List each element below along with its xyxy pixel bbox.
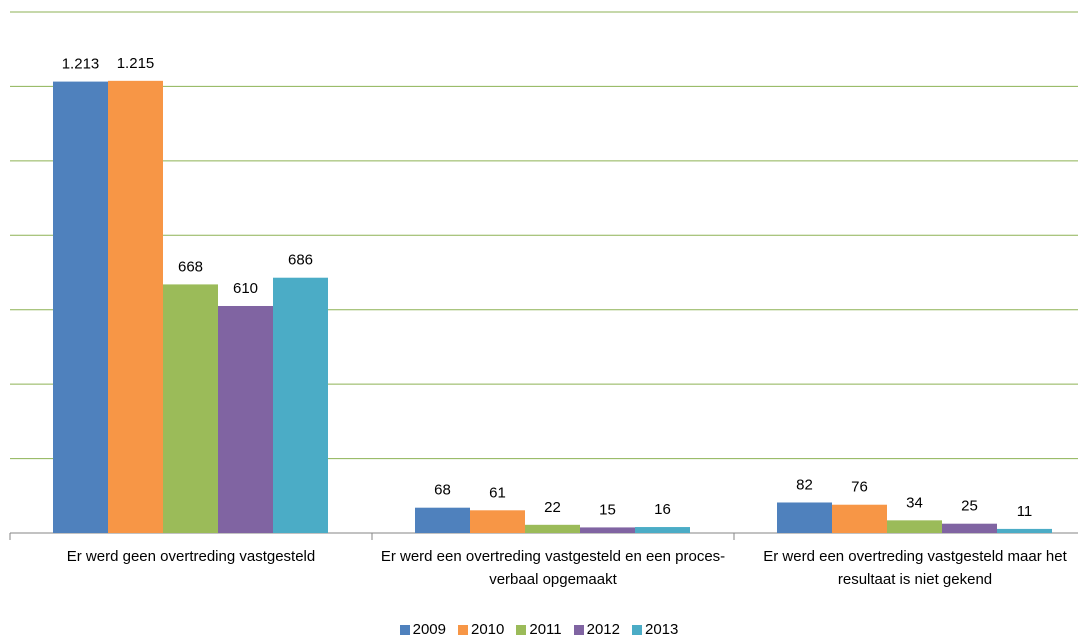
bar [53, 81, 108, 534]
bar [218, 305, 273, 533]
bar [997, 528, 1052, 533]
legend-swatch [516, 624, 527, 635]
bar [470, 510, 525, 533]
legend-swatch [457, 624, 468, 635]
data-label: 15 [599, 501, 616, 518]
data-label: 61 [489, 484, 506, 501]
x-tick-label: Er werd een overtreding vastgesteld maar… [763, 548, 1067, 588]
legend: 2009 2010 2011 2012 2013 [0, 621, 1078, 638]
bar [832, 504, 887, 533]
legend-label: 2012 [586, 621, 620, 638]
data-label: 76 [851, 479, 868, 496]
legend-item: 2011 [516, 621, 562, 638]
data-label: 25 [961, 498, 978, 515]
legend-swatch [399, 624, 410, 635]
legend-item: 2009 [399, 621, 446, 638]
bar [887, 520, 942, 533]
legend-label: 2010 [470, 621, 505, 638]
legend-swatch [632, 624, 642, 635]
bar [635, 527, 690, 533]
data-label: 68 [434, 482, 451, 499]
bar [942, 523, 997, 533]
bar [108, 80, 163, 533]
bar [525, 524, 580, 533]
data-label: 668 [178, 258, 203, 275]
legend-item: 2013 [632, 621, 678, 638]
bar [163, 284, 218, 533]
legend-swatch [573, 624, 584, 635]
bar [273, 277, 328, 533]
x-tick-label: Er werd een overtreding vastgesteld en e… [380, 548, 726, 588]
legend-label: 2009 [412, 621, 446, 638]
data-label: 11 [1017, 503, 1033, 520]
x-tick-label: Er werd geen overtreding vastgesteld [66, 548, 316, 565]
bar [580, 527, 635, 533]
legend-label: 2013 [645, 621, 679, 638]
data-label: 34 [906, 494, 923, 511]
data-label: 82 [796, 476, 813, 493]
legend-item: 2010 [457, 621, 505, 638]
data-label: 686 [288, 252, 313, 269]
data-label: 16 [654, 501, 671, 518]
bar [415, 507, 470, 533]
legend-item: 2012 [573, 621, 620, 638]
legend-label: 2011 [529, 621, 562, 638]
data-label: 22 [544, 499, 561, 516]
data-label: 1.213 [62, 56, 100, 73]
data-label: 1.215 [117, 55, 155, 72]
bar [777, 502, 832, 533]
data-label: 610 [233, 280, 258, 297]
